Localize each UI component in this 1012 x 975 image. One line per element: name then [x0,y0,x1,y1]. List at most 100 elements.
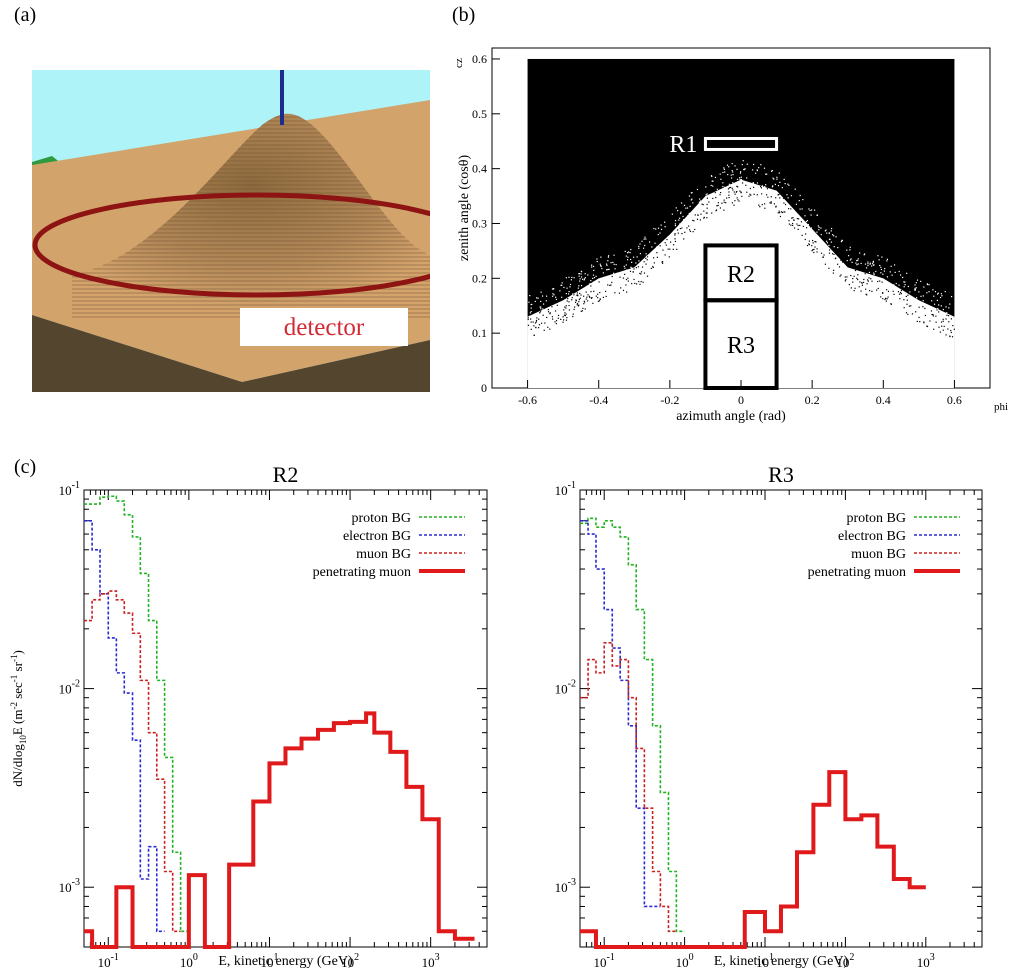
scatter-point [945,306,947,308]
scatter-point [736,190,738,193]
scatter-point [899,298,901,300]
y-tick-label: 10-2 [59,679,80,697]
scatter-point [771,170,773,172]
scatter-point [908,305,911,307]
scatter-point [705,212,707,214]
scatter-point [583,279,585,281]
scatter-point [938,304,940,306]
scatter-point [909,291,911,293]
scatter-point [681,227,683,229]
scatter-point [918,306,920,308]
scatter-point [788,223,790,225]
scatter-point [645,255,648,257]
scatter-point [606,264,608,266]
scatter-point [783,202,785,204]
scatter-point [783,178,785,180]
scatter-point [752,163,755,166]
scatter-point [641,266,644,268]
scatter-point [796,223,798,225]
scatter-point [770,196,772,198]
scatter-point [808,240,811,242]
scatter-point [703,216,705,218]
scatter-point [885,297,887,299]
scatter-point [711,212,713,214]
scatter-point [596,258,598,260]
scatter-point [935,321,937,323]
scatter-point [882,298,884,300]
x-axis-label: azimuth angle (rad) [676,409,786,424]
scatter-point [743,168,745,171]
scatter-point [844,280,846,282]
scatter-point [739,172,742,174]
scatter-point [736,197,738,199]
scatter-point [578,301,580,303]
scatter-point [813,248,815,251]
scatter-point [778,193,780,196]
scatter-point [553,294,555,296]
scatter-point [555,320,558,322]
scatter-point [697,214,699,216]
scatter-point [772,177,774,179]
scatter-point [806,227,808,229]
scatter-point [907,285,909,288]
scatter-point [752,182,755,184]
scatter-point [686,227,688,229]
scatter-point [857,274,859,276]
scatter-point [555,296,557,298]
scatter-point [739,171,742,173]
x-axis-label: E, kinetic energy (GeV) [218,954,353,969]
scatter-point [630,258,632,261]
scatter-point [608,268,610,270]
scatter-point [766,188,768,190]
scatter-point [533,334,535,336]
scatter-point [723,168,725,170]
scatter-point [557,317,559,319]
scatter-point [930,300,933,302]
scatter-point [723,199,725,201]
scatter-point [828,244,830,246]
scatter-point [536,317,538,319]
scatter-point [625,264,627,266]
scatter-point [733,191,735,193]
scatter-point [741,182,744,184]
scatter-point [565,313,567,315]
scatter-point [529,312,531,314]
scatter-point [580,310,582,312]
scatter-point [703,217,705,219]
scatter-point [640,273,642,275]
scatter-point [846,276,848,278]
y-tick-label: 10-3 [555,877,576,895]
scatter-point [631,282,633,285]
scatter-point [607,260,609,262]
scatter-point [710,184,712,187]
scatter-point [820,252,823,254]
scatter-point [646,275,649,277]
scatter-point [635,262,637,264]
scatter-point [823,254,825,256]
scatter-point [873,272,875,274]
scatter-point [546,295,548,297]
scatter-point [568,301,570,303]
scatter-point [614,292,616,294]
scatter-point [833,246,835,248]
x-tick-label: 103 [422,952,440,970]
scatter-point [610,284,612,286]
scatter-point [592,274,595,276]
scatter-point [853,289,855,292]
scatter-point [934,291,937,293]
scatter-point [745,184,747,186]
scatter-point [667,248,669,250]
scatter-point [622,277,625,279]
scatter-point [551,288,554,290]
scatter-point [887,296,889,298]
scatter-point [851,261,853,264]
scatter-point [779,215,782,218]
scatter-point [864,263,867,265]
scatter-point [802,199,804,201]
x-tick-label: 102 [836,952,854,970]
scatter-point [928,291,930,293]
scatter-point [946,314,948,316]
scatter-point [645,253,647,255]
scatter-point [853,275,855,277]
scatter-point [723,209,725,211]
